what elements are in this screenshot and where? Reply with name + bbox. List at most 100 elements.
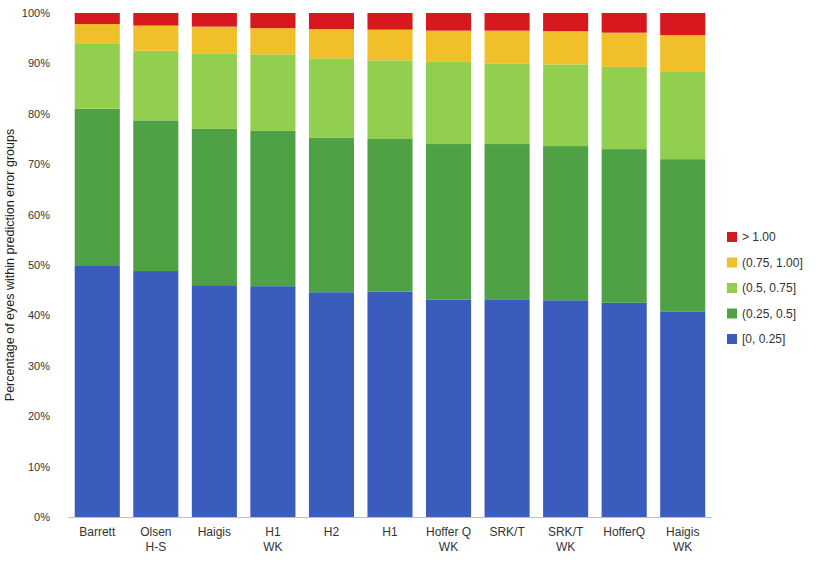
x-tick-label-line: Haigis [666, 525, 699, 539]
bar-segment [602, 13, 647, 33]
bar-segment [426, 62, 471, 144]
bar-segment [367, 139, 412, 292]
legend-swatch [727, 309, 737, 319]
y-tick-label: 50% [28, 259, 50, 271]
bar-segment [367, 30, 412, 61]
bar-segment [133, 51, 178, 121]
bar-segment [133, 13, 178, 26]
y-tick-label: 80% [28, 108, 50, 120]
x-tick-label-line: WK [439, 540, 458, 554]
x-tick-label-line: WK [556, 540, 575, 554]
bar-segment [75, 24, 120, 43]
bar-segment [426, 31, 471, 62]
x-tick-label-line: H1 [382, 525, 398, 539]
x-tick-label-line: SRK/T [548, 525, 584, 539]
x-tick-label: Haigis [198, 525, 231, 539]
x-tick-label: SRK/T [489, 525, 525, 539]
x-tick-label-line: H1 [265, 525, 281, 539]
legend-label: (0.5, 0.75] [742, 281, 796, 295]
bar-segment [250, 28, 295, 54]
bar-segment [250, 13, 295, 28]
bar-segment [660, 72, 705, 159]
bar-segment [309, 292, 354, 517]
bar-segment [192, 27, 237, 54]
legend-swatch [727, 232, 737, 242]
y-tick-label: 100% [22, 7, 50, 19]
y-tick-label: 0% [34, 511, 50, 523]
x-tick-label-line: WK [263, 540, 282, 554]
bar-segment [367, 60, 412, 139]
x-tick-label-line: H2 [324, 525, 340, 539]
x-tick-label: H2 [324, 525, 340, 539]
legend-swatch [727, 258, 737, 268]
bar-segment [660, 35, 705, 72]
bar-segment [543, 300, 588, 517]
bar-segment [602, 67, 647, 149]
x-tick-label: H1 [382, 525, 398, 539]
x-tick-label-line: Haigis [198, 525, 231, 539]
legend-label: > 1.00 [742, 230, 776, 244]
x-tick-label-line: SRK/T [489, 525, 525, 539]
bar-segment [192, 53, 237, 129]
bar-segment [367, 292, 412, 517]
bar-segment [309, 13, 354, 29]
bar-segment [485, 13, 530, 31]
y-tick-label: 70% [28, 158, 50, 170]
x-tick-label: OlsenH-S [140, 525, 171, 554]
bars [75, 13, 706, 517]
bar-segment [192, 13, 237, 27]
x-tick-label: H1WK [263, 525, 282, 554]
bar-segment [367, 13, 412, 30]
legend-label: (0.75, 1.00] [742, 256, 803, 270]
bar-segment [543, 64, 588, 146]
bar-segment [602, 303, 647, 517]
bar-segment [133, 271, 178, 517]
bar-segment [543, 31, 588, 64]
bar-segment [309, 29, 354, 58]
bar-segment [133, 120, 178, 271]
bar-segment [250, 131, 295, 286]
chart: 0%10%20%30%40%50%60%70%80%90%100%Percent… [0, 0, 837, 575]
bar-segment [309, 58, 354, 137]
bar-segment [426, 144, 471, 300]
bar-segment [133, 26, 178, 51]
bar-segment [75, 266, 120, 517]
x-tick-label: HaigisWK [666, 525, 699, 554]
y-axis-label: Percentage of eyes within prediction err… [3, 129, 17, 401]
y-tick-label: 10% [28, 461, 50, 473]
bar-segment [602, 149, 647, 303]
bar-segment [485, 31, 530, 64]
bar-segment [485, 299, 530, 517]
bar-segment [660, 159, 705, 312]
bar-segment [543, 13, 588, 31]
bar-segment [485, 63, 530, 144]
bar-segment [75, 109, 120, 266]
legend-label: (0.25, 0.5] [742, 307, 796, 321]
x-tick-label: SRK/TWK [548, 525, 584, 554]
bar-segment [250, 54, 295, 131]
bar-segment [309, 137, 354, 292]
x-tick-label: Barrett [79, 525, 116, 539]
x-tick-label-line: H-S [145, 540, 166, 554]
bar-segment [485, 144, 530, 299]
x-tick-label-line: Barrett [79, 525, 116, 539]
y-tick-label: 90% [28, 57, 50, 69]
bar-segment [192, 285, 237, 517]
y-tick-label: 40% [28, 309, 50, 321]
y-tick-label: 30% [28, 360, 50, 372]
bar-segment [543, 146, 588, 300]
bar-segment [192, 129, 237, 285]
x-tick-label-line: HofferQ [603, 525, 645, 539]
bar-segment [75, 43, 120, 109]
x-tick-label: Hoffer QWK [426, 525, 471, 554]
legend-label: [0, 0.25] [742, 332, 785, 346]
x-tick-label-line: WK [673, 540, 692, 554]
bar-segment [250, 286, 295, 517]
y-tick-label: 20% [28, 410, 50, 422]
bar-segment [660, 312, 705, 517]
bar-segment [660, 13, 705, 35]
bar-segment [426, 300, 471, 517]
bar-segment [602, 33, 647, 67]
x-tick-label-line: Hoffer Q [426, 525, 471, 539]
legend-swatch [727, 283, 737, 293]
